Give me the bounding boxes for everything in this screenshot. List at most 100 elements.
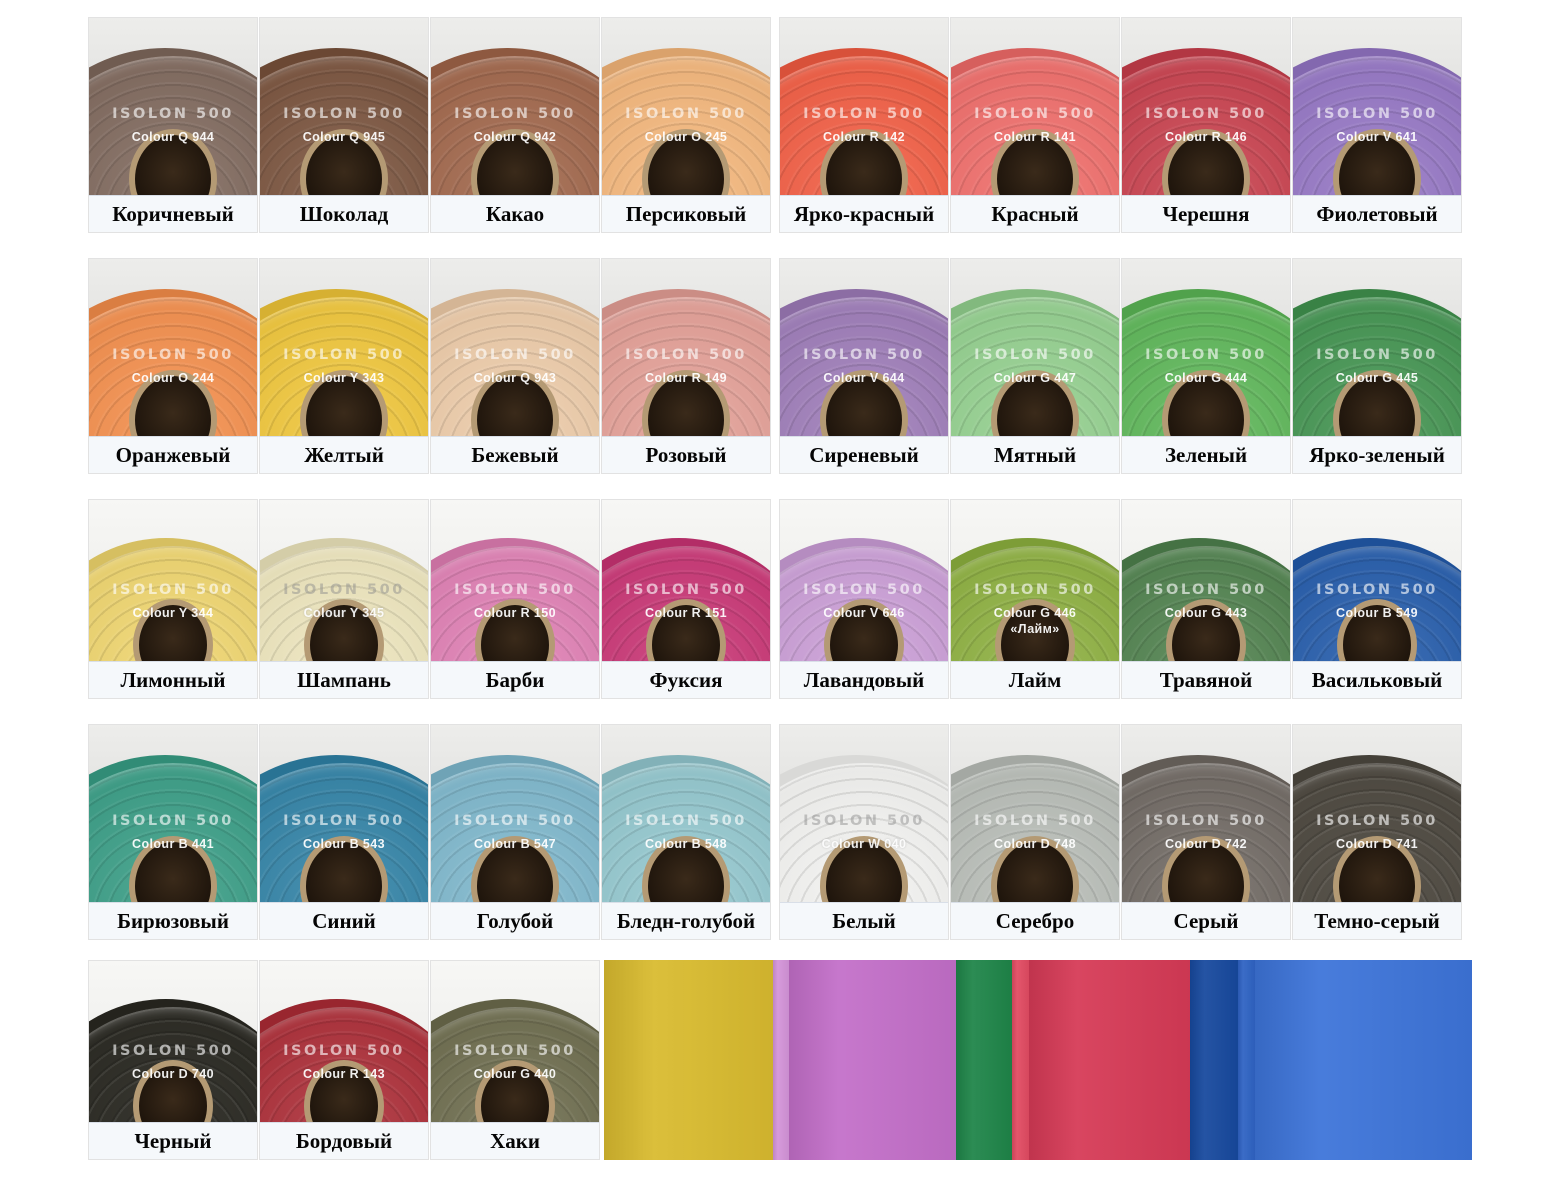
swatch-photo: isolon 500 Colour G 447 [951,259,1119,436]
isolon-logo: isolon 500 [625,582,747,598]
isolon-logo: isolon 500 [454,106,576,122]
isolon-logo: isolon 500 [625,347,747,363]
foam-sheet-stripe [604,960,774,1160]
swatch-cell: isolon 500 Colour R 141 Красный [950,17,1120,233]
roll-branding: isolon 500 Colour D 740 [89,1043,257,1081]
swatch-cell: isolon 500 Colour D 742 Серый [1121,724,1291,940]
swatch-photo: isolon 500 Colour D 748 [951,725,1119,902]
swatch-cell: isolon 500 Colour Y 345 Шампань [259,499,429,699]
swatch-cell: isolon 500 Colour Q 942 Какао [430,17,600,233]
foam-roll [951,56,1119,195]
roll-branding: isolon 500 Colour R 141 [951,106,1119,144]
foam-roll [1122,763,1290,902]
colour-code: Colour Y 345 [303,606,385,620]
color-name-label: Черный [89,1122,257,1159]
roll-branding: isolon 500 Colour B 547 [431,813,599,851]
roll-core-hole [991,836,1079,902]
colour-code: Colour B 547 [474,837,556,851]
swatch-row: isolon 500 Colour D 740 Черный isolon 50… [88,960,1548,1160]
swatch-photo: isolon 500 Colour W 040 [780,725,948,902]
color-name-label: Коричневый [89,195,257,232]
color-name-label: Синий [260,902,428,939]
color-name-label: Какао [431,195,599,232]
swatch-cell: isolon 500 Colour Q 944 Коричневый [88,17,258,233]
roll-branding: isolon 500 Colour R 143 [260,1043,428,1081]
isolon-logo: isolon 500 [112,1043,234,1059]
swatch-cell: isolon 500 Colour D 741 Темно-серый [1292,724,1462,940]
colour-code: Colour G 445 [1335,371,1419,385]
swatch-cell: isolon 500 Colour G 440 Хаки [430,960,600,1160]
swatch-photo: isolon 500 Colour R 151 [602,500,770,661]
color-name-label: Шампань [260,661,428,698]
colour-code: Colour Q 945 [302,130,386,144]
isolon-logo: isolon 500 [625,106,747,122]
foam-sheet-stripe [1254,960,1472,1160]
roll-branding: isolon 500 Colour G 440 [431,1043,599,1081]
colour-code: Colour R 142 [823,130,905,144]
roll-branding: isolon 500 Colour G 447 [951,347,1119,385]
foam-sheet-stripe [1011,960,1030,1160]
color-name-label: Серебро [951,902,1119,939]
color-name-label: Бледн-голубой [602,902,770,939]
colour-code: Colour B 548 [645,837,727,851]
color-name-label: Голубой [431,902,599,939]
colour-code: Colour R 141 [994,130,1076,144]
roll-branding: isolon 500 Colour O 244 [89,347,257,385]
isolon-logo: isolon 500 [454,582,576,598]
color-name-label: Бордовый [260,1122,428,1159]
color-name-label: Бежевый [431,436,599,473]
isolon-logo: isolon 500 [112,582,234,598]
roll-core-hole [642,836,730,902]
roll-branding: isolon 500 Colour D 741 [1293,813,1461,851]
swatch-cell: isolon 500 Colour D 748 Серебро [950,724,1120,940]
swatch-group-right: isolon 500 Colour V 646 Лавандовый isolo… [779,499,1462,699]
swatch-cell: isolon 500 Colour B 547 Голубой [430,724,600,940]
roll-branding: isolon 500 Colour V 644 [780,347,948,385]
colour-code: Colour W 040 [821,837,907,851]
colour-code: Colour G 443 [1164,606,1248,620]
swatch-cell: isolon 500 Colour O 244 Оранжевый [88,258,258,474]
roll-branding: isolon 500 Colour B 549 [1293,582,1461,620]
foam-sheets-photo [604,960,1472,1160]
color-name-label: Зеленый [1122,436,1290,473]
roll-branding: isolon 500 Colour G 445 [1293,347,1461,385]
isolon-logo: isolon 500 [112,813,234,829]
swatch-cell: isolon 500 Colour G 446 «Лайм» Лайм [950,499,1120,699]
isolon-logo: isolon 500 [112,106,234,122]
roll-branding: isolon 500 Colour Q 944 [89,106,257,144]
isolon-logo: isolon 500 [803,347,925,363]
swatch-cell: isolon 500 Colour V 644 Сиреневый [779,258,949,474]
swatch-cell: isolon 500 Colour B 548 Бледн-голубой [601,724,771,940]
swatch-photo: isolon 500 Colour G 445 [1293,259,1461,436]
swatch-cell: isolon 500 Colour R 146 Черешня [1121,17,1291,233]
isolon-logo: isolon 500 [283,1043,405,1059]
colour-code: Colour O 244 [131,371,215,385]
foam-sheet-stripe [1029,960,1190,1160]
isolon-logo: isolon 500 [974,106,1096,122]
isolon-logo: isolon 500 [454,813,576,829]
swatch-photo: isolon 500 Colour Q 942 [431,18,599,195]
color-name-label: Желтый [260,436,428,473]
colour-code: Colour D 748 [994,837,1076,851]
swatch-group-left: isolon 500 Colour Q 944 Коричневый isolo… [88,17,771,233]
colour-code: Colour D 740 [132,1067,214,1081]
color-name-label: Хаки [431,1122,599,1159]
swatch-photo: isolon 500 Colour O 244 [89,259,257,436]
swatch-photo: isolon 500 Colour D 740 [89,961,257,1122]
swatch-photo: isolon 500 Colour Y 344 [89,500,257,661]
swatch-photo: isolon 500 Colour R 149 [602,259,770,436]
colour-code: Colour V 641 [1336,130,1418,144]
swatch-photo: isolon 500 Colour G 444 [1122,259,1290,436]
colour-code: Colour R 146 [1165,130,1247,144]
color-name-label: Ярко-зеленый [1293,436,1461,473]
color-name-label: Мятный [951,436,1119,473]
swatch-cell: isolon 500 Colour Y 344 Лимонный [88,499,258,699]
swatch-photo: isolon 500 Colour R 150 [431,500,599,661]
swatch-cell: isolon 500 Colour G 444 Зеленый [1121,258,1291,474]
swatch-row: isolon 500 Colour Y 344 Лимонный isolon … [88,499,1548,699]
color-name-label: Красный [951,195,1119,232]
isolon-logo: isolon 500 [1145,813,1267,829]
colour-code: Colour V 646 [823,606,905,620]
swatch-group-left: isolon 500 Colour B 441 Бирюзовый isolon… [88,724,771,940]
roll-branding: isolon 500 Colour R 142 [780,106,948,144]
